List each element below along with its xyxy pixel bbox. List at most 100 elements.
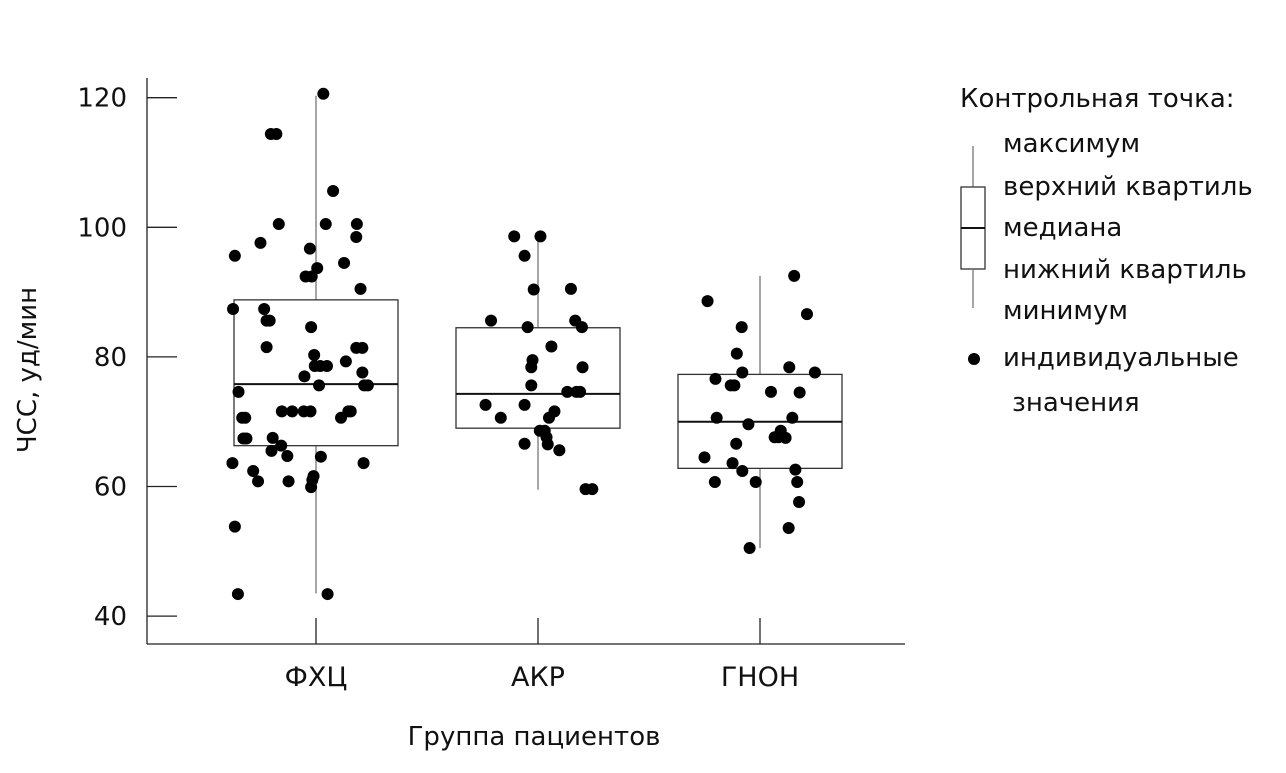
data-point xyxy=(541,438,554,451)
x-tick-label: ФХЦ xyxy=(285,662,348,693)
legend-item-individual-values-line2: значения xyxy=(1012,388,1140,418)
data-point xyxy=(808,366,821,379)
data-point xyxy=(338,256,351,269)
data-point xyxy=(303,242,316,255)
y-axis-title: ЧСС, уд/мин xyxy=(13,287,43,453)
legend-item-lower-quartile: нижний квартиль xyxy=(1003,255,1247,285)
data-point xyxy=(227,302,240,315)
y-tick-label: 80 xyxy=(94,343,127,373)
data-point xyxy=(534,230,547,243)
data-point xyxy=(357,457,370,470)
data-point xyxy=(525,361,538,374)
data-point xyxy=(311,262,324,275)
data-point xyxy=(281,450,294,463)
legend-point-marker xyxy=(968,353,980,365)
data-point xyxy=(240,432,253,445)
data-point xyxy=(743,542,756,555)
data-point xyxy=(317,87,330,100)
legend-item-min: минимум xyxy=(1003,296,1128,326)
plot-area xyxy=(226,87,843,601)
data-point xyxy=(485,314,498,327)
data-point xyxy=(800,308,813,321)
legend-item-median: медиана xyxy=(1003,213,1122,243)
data-point xyxy=(236,411,249,424)
data-point xyxy=(354,282,367,295)
data-point xyxy=(275,439,288,452)
legend-item-individual-values-line1: индивидуальные xyxy=(1003,343,1239,373)
data-point xyxy=(518,398,531,411)
data-point xyxy=(479,398,492,411)
data-point xyxy=(730,347,743,360)
data-point xyxy=(275,405,288,418)
data-point xyxy=(254,236,267,249)
y-tick-label: 100 xyxy=(77,213,127,243)
data-point xyxy=(232,385,245,398)
box-group-3 xyxy=(677,275,843,549)
data-point xyxy=(298,370,311,383)
y-axis: 40 60 80 100 120 xyxy=(77,78,177,644)
data-point xyxy=(344,405,357,418)
data-point xyxy=(272,218,285,231)
data-point xyxy=(265,444,278,457)
data-point xyxy=(789,463,802,476)
data-point xyxy=(361,379,374,392)
data-point xyxy=(350,341,363,354)
y-tick-label: 120 xyxy=(77,84,127,114)
data-point xyxy=(764,385,777,398)
data-point xyxy=(575,321,588,334)
legend-item-max: максимум xyxy=(1003,129,1140,159)
data-point xyxy=(561,385,574,398)
data-point xyxy=(228,249,241,262)
data-point xyxy=(304,405,317,418)
data-point xyxy=(350,218,363,231)
data-point xyxy=(791,475,804,488)
data-point xyxy=(521,321,534,334)
data-point xyxy=(308,348,321,361)
data-point xyxy=(270,127,283,140)
data-point xyxy=(701,295,714,308)
data-point xyxy=(782,521,795,534)
box-iqr xyxy=(233,299,399,447)
data-point xyxy=(788,269,801,282)
data-point xyxy=(263,314,276,327)
data-point xyxy=(525,379,538,392)
data-point xyxy=(586,483,599,496)
data-point xyxy=(339,355,352,368)
data-point xyxy=(708,475,721,488)
data-point xyxy=(320,359,333,372)
box-group-2 xyxy=(455,238,621,490)
legend-item-upper-quartile: верхний квартиль xyxy=(1003,172,1253,202)
data-point xyxy=(698,451,711,464)
x-tick-label: ГНОН xyxy=(721,662,799,693)
data-point xyxy=(260,341,273,354)
data-point xyxy=(508,230,521,243)
data-point xyxy=(518,437,531,450)
legend: Контрольная точка: максимум верхний квар… xyxy=(960,84,1253,418)
data-point xyxy=(356,366,369,379)
data-point xyxy=(252,475,265,488)
data-point xyxy=(553,444,566,457)
data-point xyxy=(793,386,806,399)
data-point xyxy=(350,231,363,244)
data-point xyxy=(319,218,332,231)
data-point xyxy=(786,411,799,424)
data-point xyxy=(548,405,561,418)
data-point xyxy=(321,588,334,601)
data-point xyxy=(545,340,558,353)
data-point xyxy=(576,361,589,374)
data-point xyxy=(231,588,244,601)
x-axis-title: Группа пациентов xyxy=(408,722,661,752)
data-point xyxy=(228,520,241,533)
data-point xyxy=(313,379,326,392)
data-point xyxy=(749,475,762,488)
data-point xyxy=(527,283,540,296)
x-tick-label: АКР xyxy=(511,662,565,693)
data-point xyxy=(247,464,260,477)
data-point xyxy=(728,379,741,392)
data-point xyxy=(226,457,239,470)
y-tick-label: 40 xyxy=(94,602,127,632)
legend-item-individual-values: индивидуальные значения xyxy=(1003,343,1247,418)
data-point xyxy=(305,321,318,334)
data-point xyxy=(266,431,279,444)
